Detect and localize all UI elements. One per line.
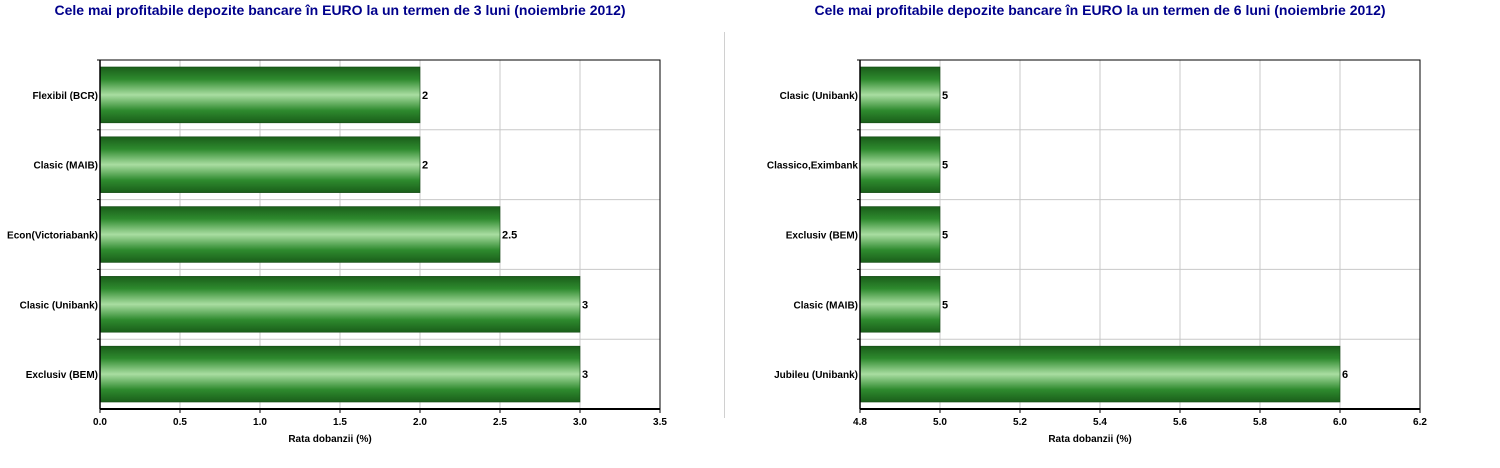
x-tick-label: 1.5 <box>333 417 347 428</box>
x-axis-title: Rata dobanzii (%) <box>288 434 371 445</box>
bar <box>99 276 581 333</box>
category-label: Clasic (MAIB) <box>794 300 858 311</box>
bar <box>859 345 1341 403</box>
category-label: Clasic (Unibank) <box>20 300 98 311</box>
category-label: Clasic (Unibank) <box>780 91 858 102</box>
x-tick-label: 5.4 <box>1093 417 1107 428</box>
bar <box>99 345 581 403</box>
x-tick-label: 5.2 <box>1013 417 1027 428</box>
data-label: 2 <box>422 90 428 102</box>
x-tick-label: 4.8 <box>853 417 867 428</box>
bar <box>99 66 421 124</box>
x-tick-label: 6.2 <box>1413 417 1427 428</box>
category-label: Econ(Victoriabank) <box>7 231 98 242</box>
category-label: Flexibil (BCR) <box>32 91 98 102</box>
data-label: 5 <box>942 160 948 172</box>
data-label: 2 <box>422 160 428 172</box>
data-label: 5 <box>942 230 948 242</box>
data-label: 3 <box>582 299 588 311</box>
chart-3-months: Cele mai profitabile depozite bancare în… <box>7 2 667 445</box>
x-tick-label: 1.0 <box>253 417 267 428</box>
bar <box>859 66 941 124</box>
bar <box>859 206 941 263</box>
x-tick-label: 0.0 <box>93 417 107 428</box>
x-tick-label: 0.5 <box>173 417 187 428</box>
data-label: 6 <box>1342 369 1348 381</box>
x-axis-title: Rata dobanzii (%) <box>1048 434 1131 445</box>
bar <box>859 276 941 333</box>
data-label: 2.5 <box>502 230 517 242</box>
x-tick-label: 2.5 <box>493 417 507 428</box>
chart-6-months: Cele mai profitabile depozite bancare în… <box>767 2 1428 445</box>
data-label: 5 <box>942 299 948 311</box>
x-tick-label: 3.0 <box>573 417 587 428</box>
bar <box>99 206 501 263</box>
data-label: 5 <box>942 90 948 102</box>
category-label: Exclusiv (BEM) <box>786 231 858 242</box>
x-tick-label: 5.8 <box>1253 417 1267 428</box>
chart-title: Cele mai profitabile depozite bancare în… <box>54 2 625 18</box>
chart-title: Cele mai profitabile depozite bancare în… <box>814 2 1385 18</box>
category-label: Classico,Eximbank <box>767 161 859 172</box>
category-label: Exclusiv (BEM) <box>26 370 98 381</box>
bar <box>99 136 421 193</box>
x-tick-label: 3.5 <box>653 417 667 428</box>
bar <box>859 136 941 193</box>
x-tick-label: 6.0 <box>1333 417 1347 428</box>
x-tick-label: 5.6 <box>1173 417 1187 428</box>
x-tick-label: 2.0 <box>413 417 427 428</box>
x-tick-label: 5.0 <box>933 417 947 428</box>
category-label: Clasic (MAIB) <box>34 161 98 172</box>
data-label: 3 <box>582 369 588 381</box>
category-label: Jubileu (Unibank) <box>774 370 858 381</box>
